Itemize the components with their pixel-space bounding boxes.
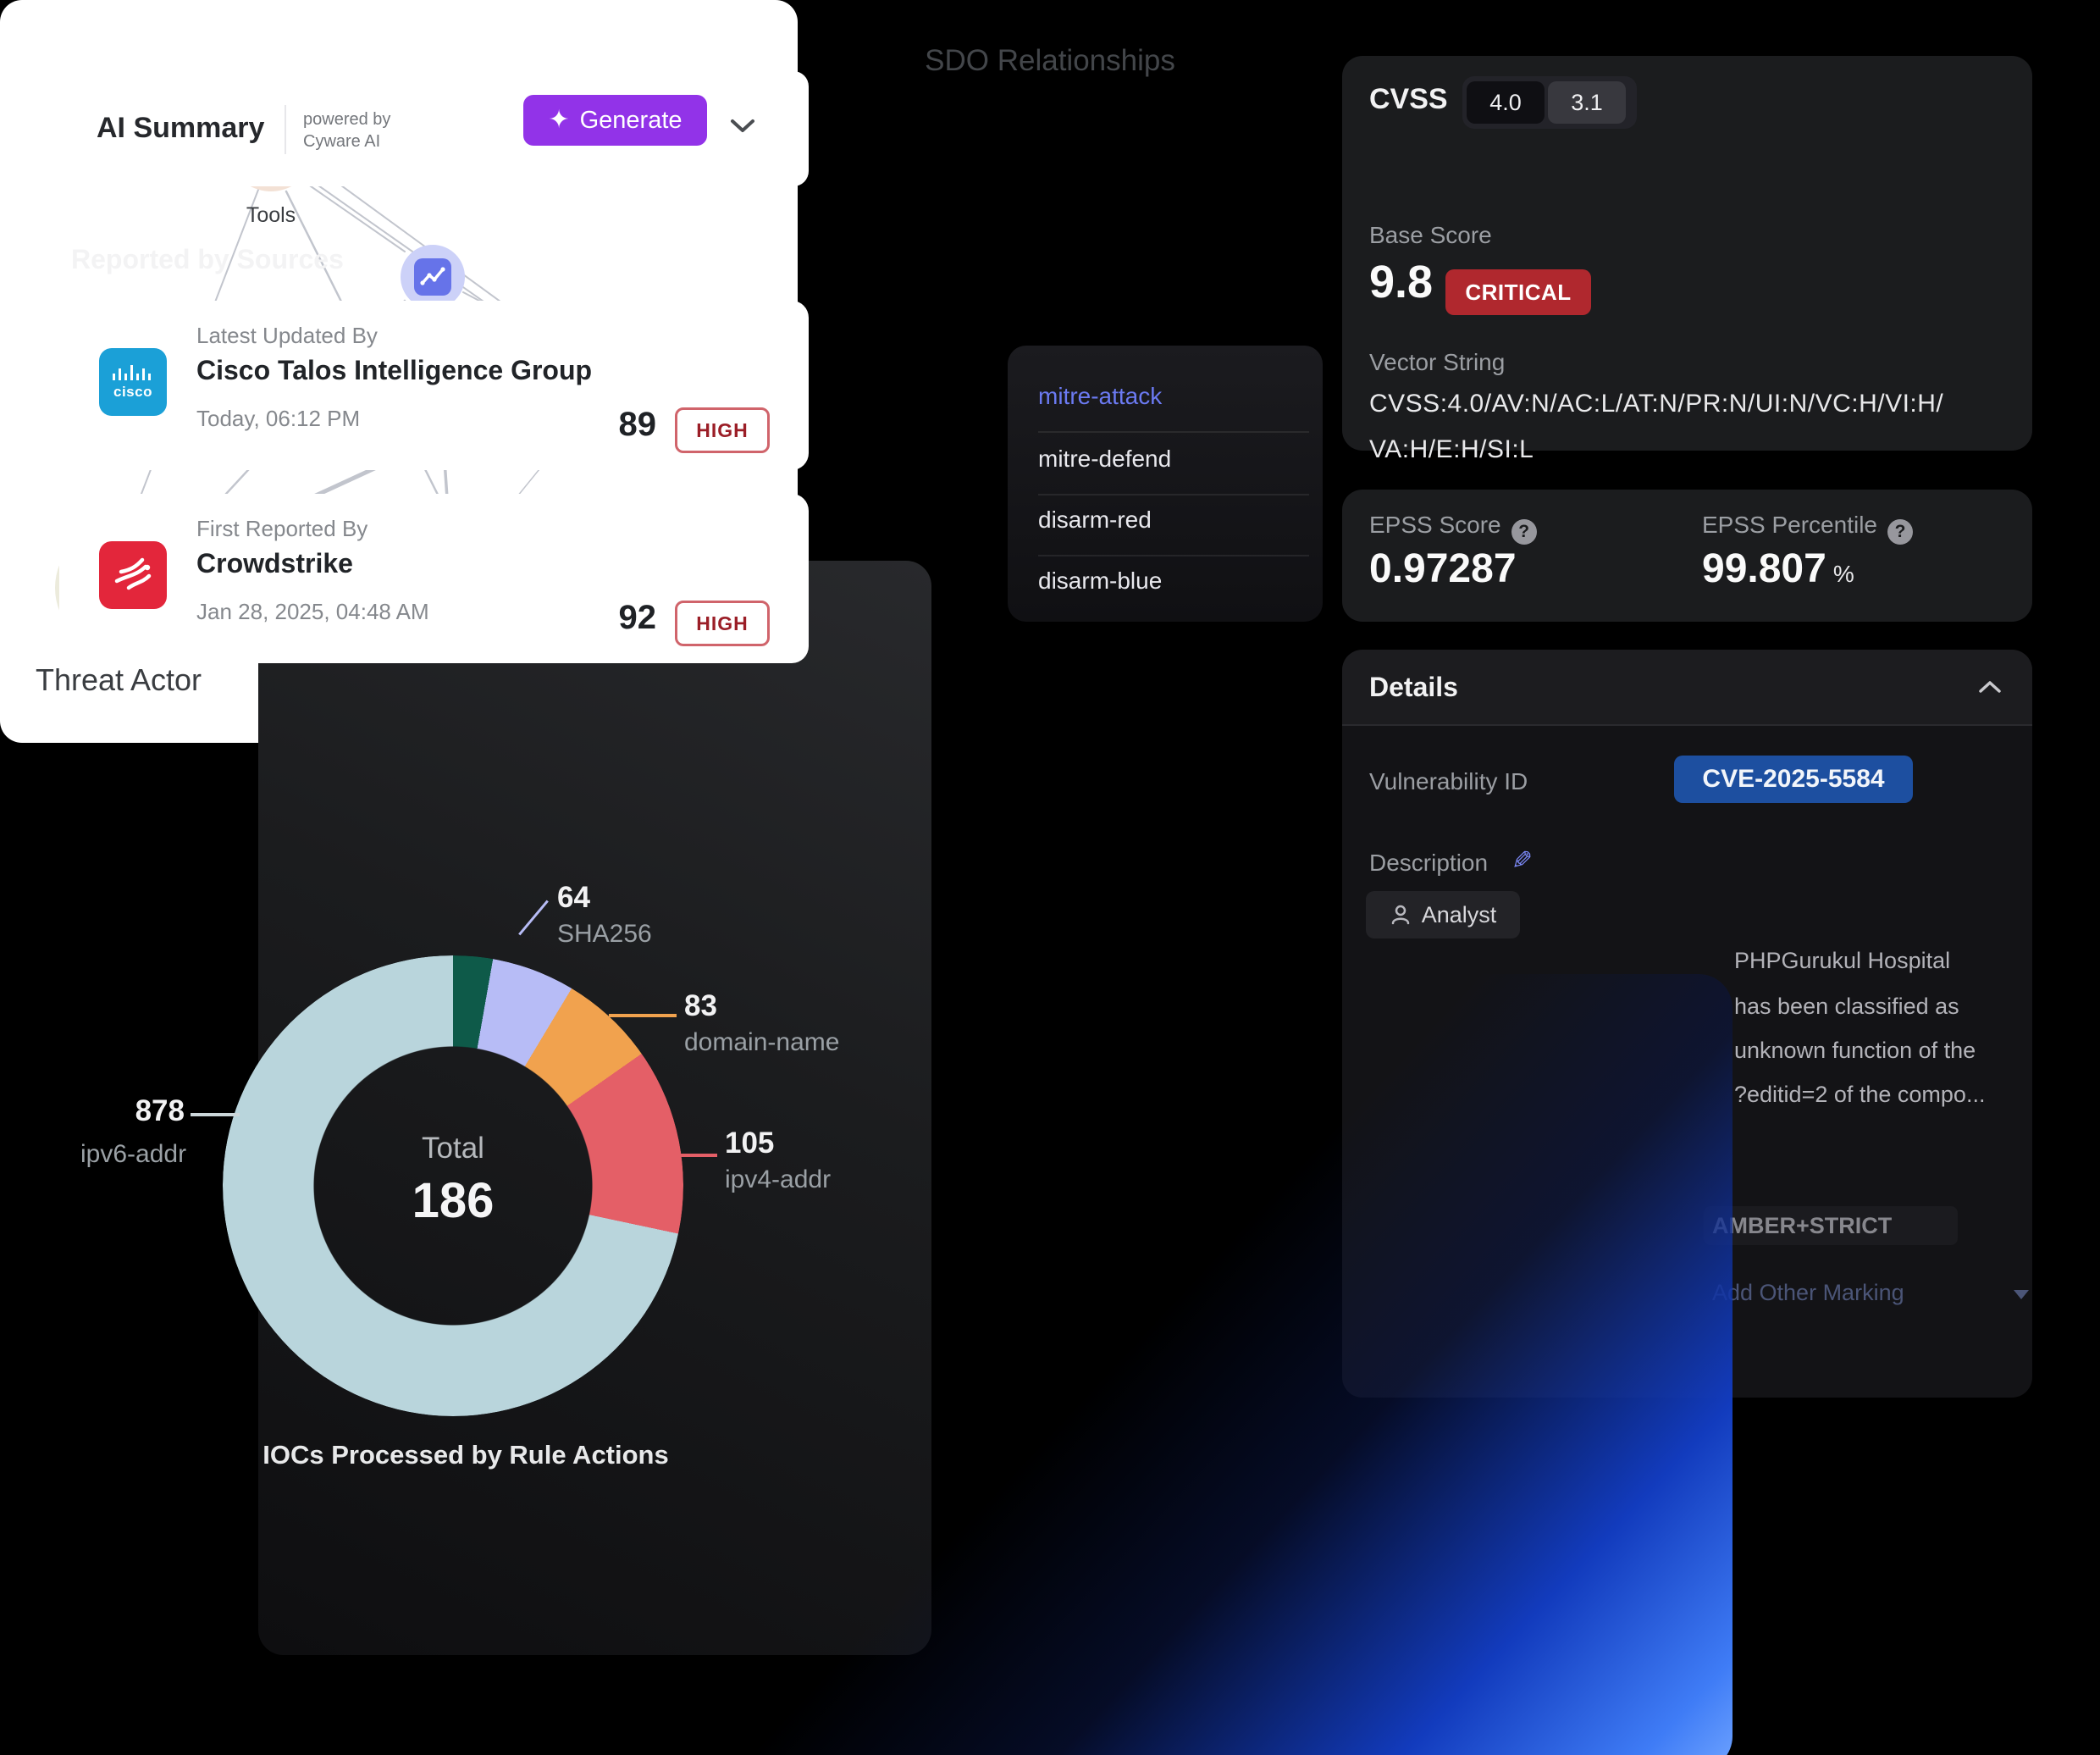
generate-button-label: Generate (579, 106, 682, 134)
donut-center-total: Total 186 (412, 1132, 495, 1228)
base-score-label: Base Score (1369, 222, 1492, 248)
chevron-up-icon[interactable] (1978, 680, 2002, 698)
menu-item-mitre-attack[interactable]: mitre-attack (1038, 383, 1163, 409)
cve-id-badge[interactable]: CVE-2025-5584 (1674, 756, 1913, 803)
tools-label: Tools (246, 203, 296, 227)
severity-badge: HIGH (675, 407, 770, 453)
epss-score-value: 0.97287 (1369, 546, 1517, 591)
generate-button[interactable]: ✦ Generate (523, 95, 707, 146)
source-name: Crowdstrike (196, 548, 353, 579)
source-time: Jan 28, 2025, 04:48 AM (196, 599, 429, 624)
chevron-down-icon[interactable] (730, 119, 755, 138)
cvss-card: CVSS 4.0 3.1 Base Score 9.8 CRITICAL Vec… (1342, 56, 2032, 463)
help-icon[interactable]: ? (1887, 519, 1913, 545)
source-time: Today, 06:12 PM (196, 406, 361, 431)
vector-string-label: Vector String (1369, 349, 1506, 375)
description-label: Description (1369, 850, 1489, 876)
cisco-logo-text: cisco (113, 384, 152, 400)
framework-menu: mitre-attack mitre-defend disarm-red dis… (1008, 346, 1323, 622)
source-name: Cisco Talos Intelligence Group (196, 355, 593, 385)
callout-value-sha256: 64 (557, 881, 590, 914)
source-score: 92 (618, 599, 657, 636)
epss-card: EPSS Score? 0.97287 EPSS Percentile? 99.… (1342, 490, 2032, 622)
description-text: PHPGurukul Hospital (1734, 948, 1951, 973)
divider (285, 105, 286, 154)
person-icon (1391, 905, 1409, 925)
analyst-chip-label: Analyst (1421, 901, 1497, 927)
cvss-label: CVSS (1369, 83, 1448, 115)
description-text: unknown function of the (1734, 1038, 1976, 1063)
callout-label-sha256: SHA256 (557, 920, 652, 948)
sdo-node-report[interactable] (401, 245, 465, 309)
sparkle-icon: ✦ (548, 106, 570, 134)
callout-line-domain (609, 1014, 677, 1017)
tlp-marking-badge: AMBER+STRICT (1704, 1206, 1958, 1245)
sources-heading: Reported by Sources (71, 244, 344, 274)
menu-item-disarm-red[interactable]: disarm-red (1038, 507, 1152, 533)
menu-item-mitre-defend[interactable]: mitre-defend (1038, 446, 1172, 472)
callout-value-domain: 83 (684, 989, 717, 1022)
divider (1038, 431, 1309, 433)
threat-actor-label: Threat Actor (35, 662, 202, 697)
source-role: First Reported By (196, 516, 368, 541)
crowdstrike-falcon-logo (99, 541, 167, 609)
critical-badge: CRITICAL (1445, 269, 1591, 315)
vulnerability-id-label: Vulnerability ID (1369, 768, 1528, 794)
description-text: ?editid=2 of the compo... (1734, 1082, 1986, 1107)
callout-value-ipv6: 878 (135, 1094, 185, 1127)
base-score-value: 9.8 (1369, 257, 1434, 307)
callout-line-ipv6 (191, 1113, 240, 1116)
help-icon[interactable]: ? (1511, 519, 1537, 545)
caret-down-icon (2014, 1290, 2029, 1299)
epss-score-label: EPSS Score? (1369, 512, 1537, 545)
cvss-version-3_1[interactable]: 3.1 (1548, 81, 1626, 124)
ai-summary-title: AI Summary (97, 112, 265, 144)
vector-string-line2: VA:H/E:H/SI:L (1369, 435, 1534, 463)
ioc-donut-chart (223, 955, 683, 1416)
edit-pencil-icon[interactable]: ✎ (1511, 847, 1534, 875)
details-header: Details (1342, 650, 2032, 726)
vector-string-line1: CVSS:4.0/AV:N/AC:L/AT:N/PR:N/UI:N/VC:H/V… (1369, 390, 1944, 418)
details-title: Details (1369, 672, 1458, 702)
cisco-logo: cisco (99, 348, 167, 416)
cvss-version-4_0[interactable]: 4.0 (1467, 81, 1545, 124)
source-score: 89 (618, 406, 657, 443)
powered-by-label: powered by Cyware AI (303, 110, 391, 151)
blue-glow-border (754, 974, 1732, 1755)
sdo-title: SDO Relationships (925, 44, 1175, 77)
source-card-cisco[interactable]: cisco Latest Updated By Cisco Talos Inte… (59, 301, 809, 470)
menu-item-disarm-blue[interactable]: disarm-blue (1038, 567, 1163, 594)
source-card-crowdstrike[interactable]: First Reported By Crowdstrike Jan 28, 20… (59, 494, 809, 663)
description-text: has been classified as (1734, 994, 1959, 1019)
source-role: Latest Updated By (196, 323, 378, 348)
callout-line-ipv4 (655, 1154, 717, 1157)
divider (1038, 555, 1309, 556)
epss-percentile-value: 99.807% (1702, 546, 1854, 591)
divider (1038, 494, 1309, 495)
add-other-marking[interactable]: Add Other Marking (1712, 1280, 1904, 1305)
ioc-chart-title: IOCs Processed by Rule Actions (262, 1440, 669, 1470)
callout-label-ipv6: ipv6-addr (80, 1140, 187, 1168)
ai-summary-card: AI Summary powered by Cyware AI ✦ Genera… (59, 71, 809, 186)
report-icon (414, 258, 451, 296)
cvss-version-toggle: 4.0 3.1 (1462, 76, 1637, 129)
epss-percentile-label: EPSS Percentile? (1702, 512, 1913, 545)
severity-badge: HIGH (675, 601, 770, 646)
analyst-chip[interactable]: Analyst (1366, 891, 1520, 938)
